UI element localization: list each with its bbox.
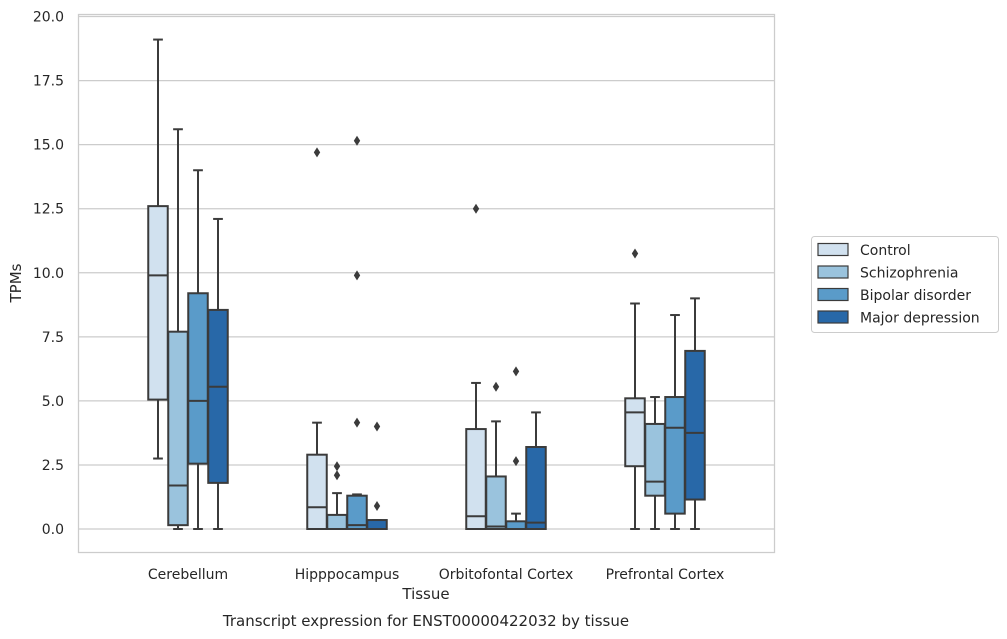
- y-tick-label: 12.5: [33, 202, 64, 218]
- legend-label: Bipolar disorder: [860, 288, 971, 304]
- outlier-point: [313, 147, 321, 158]
- box-iqr: [207, 308, 229, 484]
- legend-item-bipolar-disorder: Bipolar disorder: [817, 287, 971, 304]
- box-control-1: [306, 147, 328, 530]
- legend-item-major-depression: Major depression: [817, 310, 980, 327]
- box-major-depression-1: [366, 421, 388, 530]
- box-iqr: [525, 446, 547, 530]
- box-iqr: [326, 513, 348, 530]
- y-tick-label: 10.0: [33, 266, 64, 282]
- outlier-point: [472, 203, 480, 214]
- x-axis-label: Tissue: [401, 585, 449, 603]
- x-tick-label: Hipppocampus: [295, 567, 400, 583]
- y-tick-labels: 0.0 2.5 5.0 7.5 10.0 12.5 15.0 17.5 20.0: [33, 10, 64, 539]
- chart-caption: Transcript expression for ENST0000042203…: [222, 612, 629, 630]
- y-tick-label: 20.0: [33, 10, 64, 26]
- box-iqr: [167, 330, 189, 527]
- outlier-point: [373, 500, 381, 511]
- box-schizophrenia-3: [644, 396, 666, 530]
- box-major-depression-3: [684, 297, 706, 530]
- box-series: [147, 38, 706, 530]
- outlier-point: [373, 421, 381, 432]
- outlier-point: [492, 381, 500, 392]
- box-control-3: [624, 248, 646, 530]
- box-iqr: [644, 422, 666, 497]
- legend-label: Schizophrenia: [860, 266, 958, 282]
- box-major-depression-0: [207, 217, 229, 530]
- box-control-0: [147, 38, 169, 460]
- legend-swatch: [817, 265, 849, 279]
- outlier-point: [333, 461, 341, 472]
- box-iqr: [485, 475, 507, 530]
- legend-swatch: [817, 287, 849, 302]
- x-tick-label: Cerebellum: [148, 567, 228, 583]
- outlier-point: [353, 135, 361, 146]
- box-iqr: [147, 205, 169, 401]
- y-axis-label: TPMs: [7, 263, 25, 303]
- legend-swatch: [817, 242, 849, 257]
- outlier-point: [512, 366, 520, 377]
- box-schizophrenia-0: [167, 128, 189, 530]
- box-major-depression-2: [525, 411, 547, 530]
- box-iqr: [465, 428, 487, 530]
- box-schizophrenia-2: [485, 381, 507, 530]
- x-tick-label: Orbitofontal Cortex: [439, 567, 574, 583]
- box-iqr: [366, 519, 388, 530]
- box-iqr: [664, 396, 686, 515]
- x-tick-label: Prefrontal Cortex: [606, 567, 725, 583]
- y-tick-label: 0.0: [42, 522, 64, 538]
- legend-label: Major depression: [860, 311, 980, 327]
- y-tick-label: 17.5: [33, 74, 64, 90]
- y-tick-label: 2.5: [42, 458, 64, 474]
- box-iqr: [624, 397, 646, 468]
- outlier-point: [631, 248, 639, 259]
- legend-item-control: Control: [817, 242, 911, 259]
- box-bipolar-disorder-1: [346, 135, 368, 530]
- legend-frame: [811, 236, 999, 333]
- y-tick-label: 7.5: [42, 330, 64, 346]
- plot-frame: [77, 13, 776, 554]
- box-iqr: [505, 520, 527, 530]
- legend-label: Control: [860, 243, 911, 259]
- box-control-2: [465, 203, 487, 530]
- y-tick-label: 5.0: [42, 394, 64, 410]
- legend-swatch: [817, 310, 849, 324]
- outlier-point: [353, 417, 361, 428]
- box-iqr: [187, 292, 209, 465]
- box-iqr: [346, 494, 368, 530]
- y-tick-label: 15.0: [33, 138, 64, 154]
- legend: Control Schizophrenia Bipolar disorder Majo…: [811, 236, 999, 333]
- box-bipolar-disorder-2: [505, 366, 527, 530]
- box-iqr: [684, 349, 706, 501]
- x-tick-labels: Cerebellum Hipppocampus Orbitofontal Corte…: [148, 567, 724, 583]
- outlier-point: [353, 270, 361, 281]
- outlier-point: [333, 470, 341, 481]
- legend-item-schizophrenia: Schizophrenia: [817, 265, 958, 282]
- box-iqr: [306, 453, 328, 530]
- outlier-point: [512, 456, 520, 467]
